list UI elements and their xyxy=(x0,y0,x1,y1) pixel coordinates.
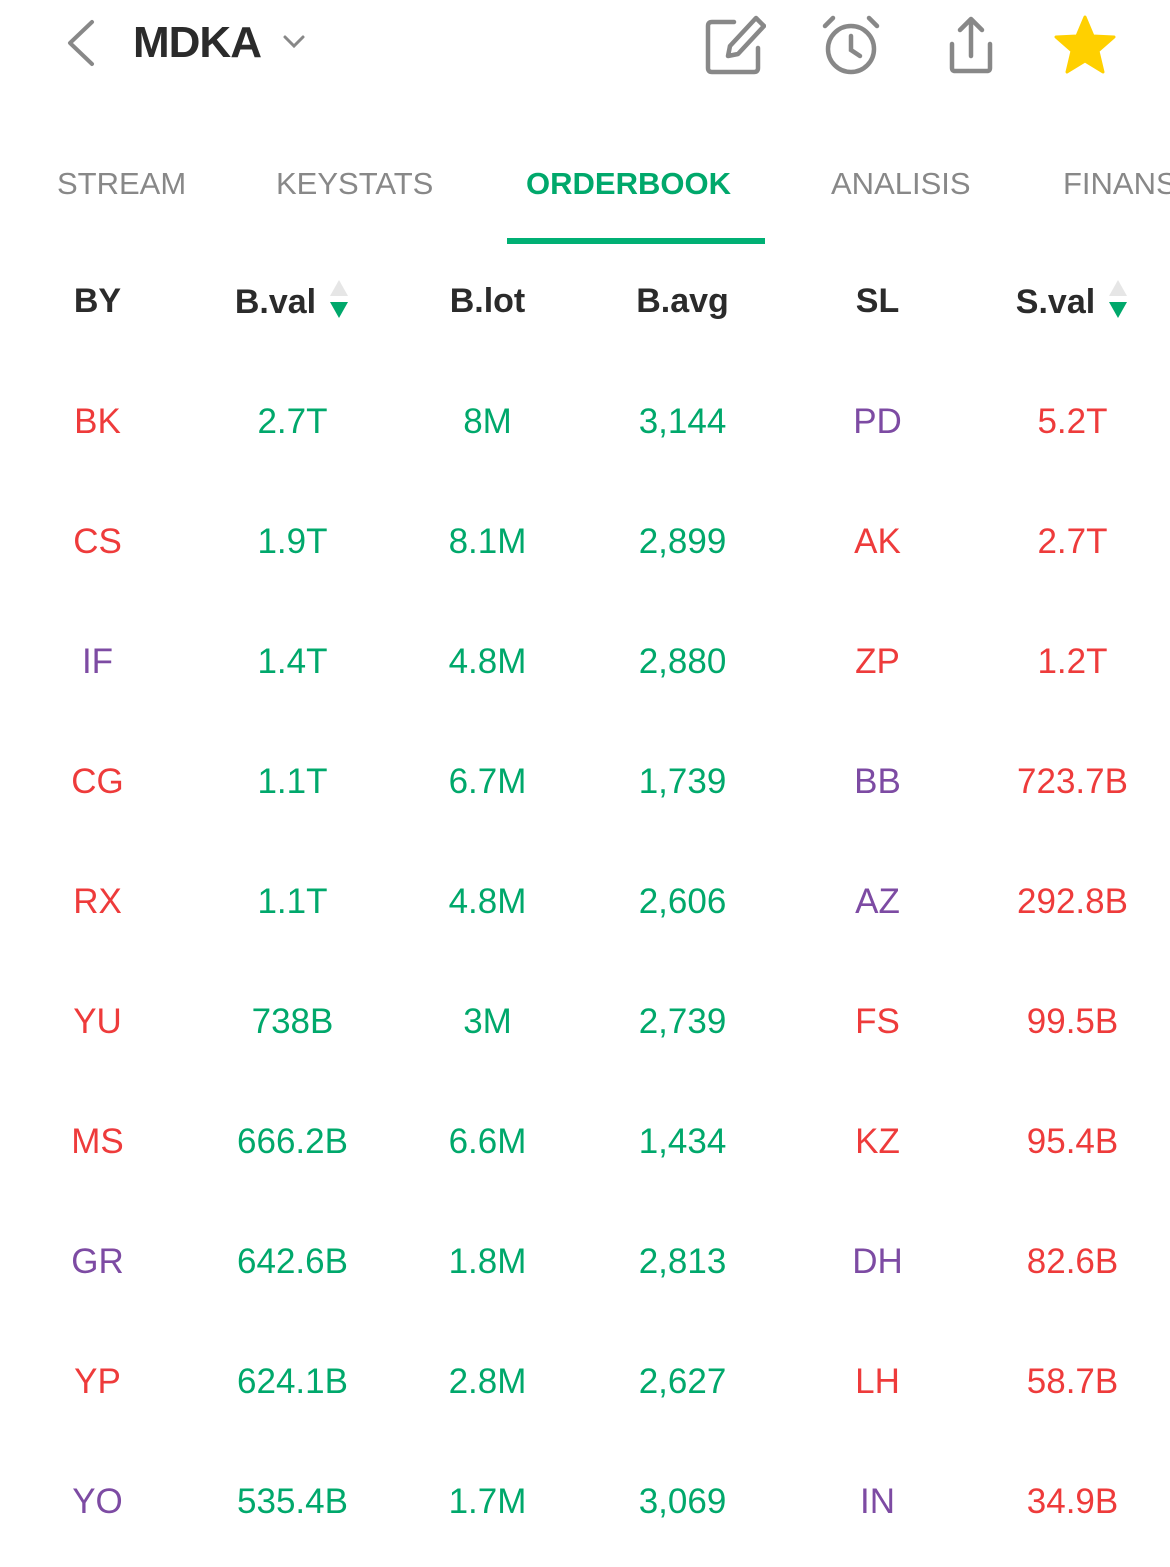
cell-by[interactable]: MS xyxy=(71,1122,124,1161)
alarm-icon[interactable] xyxy=(820,14,882,76)
cell-sval: 2.7T xyxy=(1037,522,1108,561)
cell-blot: 1.8M xyxy=(448,1242,527,1281)
column-header-label: S.val xyxy=(1015,282,1096,321)
cell-by[interactable]: YU xyxy=(73,1002,122,1041)
back-icon[interactable] xyxy=(62,18,102,68)
cell-sl[interactable]: AZ xyxy=(855,882,900,921)
cell-sval: 99.5B xyxy=(1026,1002,1119,1041)
cell-by[interactable]: CG xyxy=(71,762,124,801)
cell-sl[interactable]: BB xyxy=(854,762,901,801)
sort-icon[interactable] xyxy=(1107,278,1129,322)
share-icon[interactable] xyxy=(940,14,1002,76)
active-tab-indicator xyxy=(507,238,765,244)
cell-sl[interactable]: PD xyxy=(853,402,902,441)
cell-bval: 738B xyxy=(251,1002,334,1041)
header: MDKA xyxy=(0,0,1170,100)
cell-sl[interactable]: LH xyxy=(855,1362,900,1401)
column-header-by[interactable]: BY xyxy=(0,282,195,321)
cell-sval: 1.2T xyxy=(1037,642,1108,681)
column-header-b-lot[interactable]: B.lot xyxy=(390,282,585,321)
cell-bavg: 2,606 xyxy=(638,882,727,921)
sort-icon[interactable] xyxy=(328,278,350,322)
tab-bar: STREAM KEYSTATS ORDERBOOK ANALISIS FINAN… xyxy=(0,160,1170,250)
cell-by[interactable]: GR xyxy=(71,1242,124,1281)
cell-by[interactable]: IF xyxy=(81,642,114,681)
cell-sval: 5.2T xyxy=(1037,402,1108,441)
cell-sl[interactable]: DH xyxy=(852,1242,903,1281)
cell-by[interactable]: CS xyxy=(73,522,122,561)
tab-orderbook[interactable]: ORDERBOOK xyxy=(526,166,731,201)
cell-blot: 8M xyxy=(463,402,512,441)
tab-keystats[interactable]: KEYSTATS xyxy=(276,166,434,201)
cell-sval: 58.7B xyxy=(1026,1362,1119,1401)
cell-bavg: 2,899 xyxy=(638,522,727,561)
tab-analisis[interactable]: ANALISIS xyxy=(831,166,971,201)
cell-bavg: 1,434 xyxy=(638,1122,727,1161)
cell-blot: 4.8M xyxy=(448,882,527,921)
chevron-down-icon[interactable] xyxy=(282,32,306,52)
cell-bval: 2.7T xyxy=(257,402,328,441)
cell-bavg: 2,739 xyxy=(638,1002,727,1041)
cell-sval: 292.8B xyxy=(1017,882,1128,921)
cell-bval: 624.1B xyxy=(237,1362,348,1401)
tab-stream[interactable]: STREAM xyxy=(57,166,187,201)
cell-blot: 1.7M xyxy=(448,1482,527,1521)
cell-bval: 1.1T xyxy=(257,882,328,921)
cell-sl[interactable]: AK xyxy=(854,522,901,561)
tab-finans[interactable]: FINANS xyxy=(1063,166,1170,201)
cell-blot: 6.7M xyxy=(448,762,527,801)
cell-sl[interactable]: KZ xyxy=(855,1122,900,1161)
cell-by[interactable]: RX xyxy=(73,882,122,921)
star-icon[interactable] xyxy=(1054,14,1116,76)
column-header-label: SL xyxy=(855,282,900,320)
cell-blot: 6.6M xyxy=(448,1122,527,1161)
cell-bavg: 3,069 xyxy=(638,1482,727,1521)
cell-bval: 1.9T xyxy=(257,522,328,561)
cell-by[interactable]: YO xyxy=(72,1482,123,1521)
column-header-label: BY xyxy=(73,282,122,320)
edit-icon[interactable] xyxy=(704,14,766,76)
cell-blot: 3M xyxy=(463,1002,512,1041)
cell-sval: 723.7B xyxy=(1017,762,1128,801)
cell-sval: 95.4B xyxy=(1026,1122,1119,1161)
cell-bval: 535.4B xyxy=(237,1482,348,1521)
column-header-label: B.lot xyxy=(449,282,526,320)
cell-by[interactable]: YP xyxy=(74,1362,121,1401)
cell-sl[interactable]: IN xyxy=(860,1482,895,1521)
cell-sval: 82.6B xyxy=(1026,1242,1119,1281)
cell-sl[interactable]: FS xyxy=(855,1002,900,1041)
cell-bval: 666.2B xyxy=(237,1122,348,1161)
column-header-label: B.avg xyxy=(636,282,729,320)
column-header-b-val[interactable]: B.val xyxy=(195,280,390,326)
column-header-s-val[interactable]: S.val xyxy=(975,280,1170,326)
cell-blot: 8.1M xyxy=(448,522,527,561)
cell-bavg: 2,880 xyxy=(638,642,727,681)
cell-bavg: 3,144 xyxy=(638,402,727,441)
ticker-title[interactable]: MDKA xyxy=(133,18,262,67)
cell-sval: 34.9B xyxy=(1026,1482,1119,1521)
column-header-sl[interactable]: SL xyxy=(780,282,975,321)
cell-by[interactable]: BK xyxy=(74,402,121,441)
cell-bval: 1.1T xyxy=(257,762,328,801)
cell-bval: 1.4T xyxy=(257,642,328,681)
cell-blot: 4.8M xyxy=(448,642,527,681)
cell-blot: 2.8M xyxy=(448,1362,527,1401)
cell-bavg: 1,739 xyxy=(638,762,727,801)
cell-bavg: 2,627 xyxy=(638,1362,727,1401)
column-header-b-avg[interactable]: B.avg xyxy=(585,282,780,321)
column-header-label: B.val xyxy=(234,282,317,321)
cell-bval: 642.6B xyxy=(237,1242,348,1281)
cell-bavg: 2,813 xyxy=(638,1242,727,1281)
cell-sl[interactable]: ZP xyxy=(855,642,900,681)
